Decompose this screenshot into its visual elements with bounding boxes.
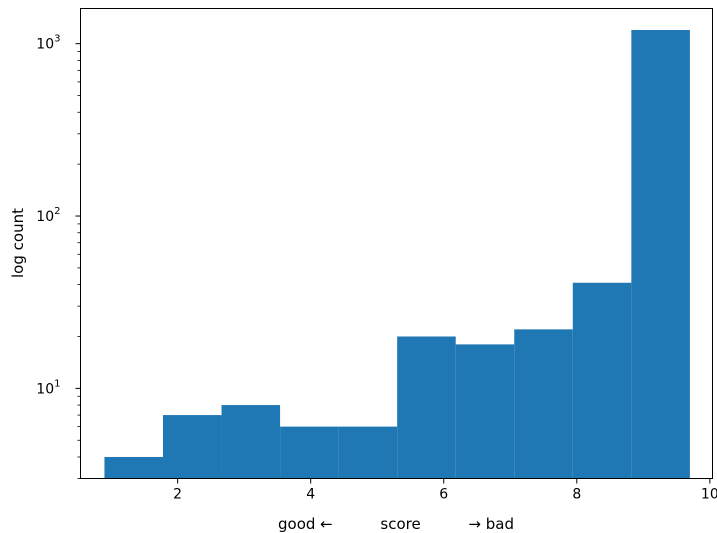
histogram-bar [221, 405, 281, 479]
histogram-bar [104, 456, 163, 479]
plot-frame [80, 8, 713, 479]
y-axis-label: log count [9, 208, 27, 278]
y-tick-label: 103 [36, 34, 60, 53]
histogram-bar [514, 329, 573, 479]
x-tick-label: 4 [306, 487, 315, 503]
histogram-bar [455, 344, 515, 479]
histogram-bar [631, 30, 690, 479]
x-tick-label: 10 [701, 487, 717, 503]
histogram-bar [280, 426, 339, 479]
x-axis-ticks: 2 4 6 8 10 [173, 478, 717, 503]
x-tick-label: 6 [439, 487, 448, 503]
y-tick-label: 101 [36, 378, 60, 397]
y-axis-ticks: 101 102 103 [36, 34, 81, 397]
x-axis-label: good ← score → bad [278, 515, 514, 533]
histogram-bar [338, 426, 398, 479]
histogram-bar [572, 282, 632, 479]
bars-group [104, 30, 690, 479]
histogram-bar [397, 336, 456, 479]
y-tick-label: 102 [36, 206, 60, 225]
x-tick-label: 2 [173, 487, 182, 503]
x-tick-label: 8 [572, 487, 581, 503]
histogram-bar [162, 415, 222, 479]
